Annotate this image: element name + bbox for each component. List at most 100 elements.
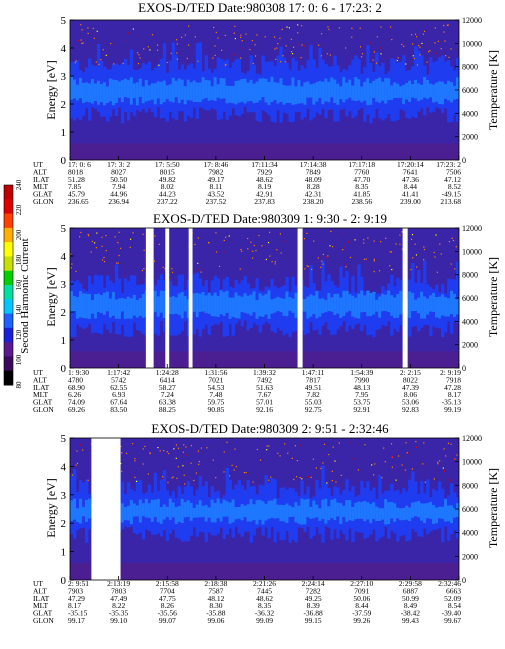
band-core-strip [294,86,298,105]
band-core-strip [327,81,331,103]
speckle-pixel [274,261,277,263]
speckle-pixel [176,477,178,479]
y-right-tick-label: 8000 [462,63,478,72]
speckle-pixel [132,28,135,30]
band-core-strip [120,297,125,312]
band-core-strip [285,291,289,317]
speckle-pixel [182,465,184,467]
speckle-pixel [456,454,458,456]
ephemeris-cell: 17: 0: 6 [68,160,91,169]
ephemeris-cell: 50.50 [110,175,127,184]
band-core-strip [357,501,361,519]
band-core-strip [240,503,244,521]
ephemeris-cell: 17: 8:46 [203,160,228,169]
speckle-pixel [254,44,256,46]
speckle-pixel [240,249,242,251]
colorbar-frame [3,184,14,386]
speckle-pixel [373,260,375,262]
band-core-strip [354,502,358,520]
band-core-strip [324,498,328,524]
speckle-pixel [175,444,178,446]
speckle-pixel [110,42,112,45]
ephemeris-cell: 92.83 [402,405,419,414]
band-outer-strip [456,497,460,539]
speckle-pixel [224,64,226,66]
speckle-pixel [259,459,262,461]
speckle-pixel [186,57,188,60]
band-core-strip [123,78,128,98]
band-core-strip [396,294,400,318]
ephemeris-cell: 7492 [257,375,272,384]
band-core-strip [201,77,206,100]
low-energy-region [70,562,459,580]
speckle-pixel [373,258,375,260]
band-core-strip [357,293,361,319]
ephemeris-cell: 8.44 [404,182,417,191]
ephemeris-cell: 47.36 [402,175,419,184]
speckle-pixel [448,241,451,243]
speckle-pixel [404,469,406,471]
speckle-pixel [391,38,393,41]
ephemeris-row-label: UT [33,579,43,588]
band-core-strip [348,294,352,311]
ephemeris-cell: 7.94 [112,182,125,191]
band-outer-strip [402,55,406,111]
speckle-pixel [87,32,89,35]
band-core-strip [351,85,355,101]
speckle-pixel [453,458,455,460]
speckle-pixel [176,39,178,41]
band-core-strip [99,295,104,314]
band-core-strip [240,296,244,313]
speckle-pixel [149,452,151,454]
ephemeris-cell: -35.56 [158,609,178,618]
band-core-strip [318,80,322,99]
band-outer-strip [198,42,203,108]
ephemeris-cell: 7587 [208,586,223,595]
ephemeris-cell: 49.25 [305,594,322,603]
speckle-pixel [234,37,236,40]
speckle-pixel [445,55,447,57]
speckle-pixel [151,34,154,36]
y-right-tick-label: 4000 [462,529,478,538]
y-right-tick-label: 2000 [462,341,478,350]
band-core-strip [102,82,107,106]
band-core-strip [252,83,256,104]
ephemeris-cell: 1:39:32 [253,368,276,377]
speckle-pixel [439,243,441,245]
speckle-pixel [183,444,185,446]
band-core-strip [426,503,430,519]
speckle-pixel [274,263,276,265]
band-core-strip [78,77,83,99]
band-core-strip [339,86,343,100]
band-core-strip [246,295,250,314]
y-tick-label: 0 [61,363,67,375]
band-outer-strip [378,475,382,539]
band-core-strip [75,84,80,101]
speckle-pixel [396,59,399,62]
speckle-pixel [416,266,418,268]
band-outer-strip [231,62,235,109]
y-tick-label: 0 [61,155,67,167]
speckle-pixel [288,27,290,29]
speckle-pixel [373,474,375,476]
speckle-pixel [197,450,200,452]
band-core-strip [231,499,235,523]
ephemeris-cell: 99.19 [444,405,461,414]
ephemeris-cell: 2:29:58 [399,579,422,588]
speckle-pixel [90,251,92,253]
band-core-strip [408,80,412,102]
band-core-strip [273,82,277,101]
panel-2-spectrogram [70,228,460,368]
speckle-pixel [286,26,288,28]
speckle-pixel [423,442,425,444]
speckle-pixel [105,234,107,237]
band-core-strip [285,503,289,524]
speckle-pixel [331,470,333,472]
speckle-pixel [401,43,403,46]
ephemeris-cell: 17:14:38 [300,160,327,169]
speckle-pixel [114,41,117,44]
speckle-pixel [206,447,208,449]
panel-1-ylabel: Energy [eV] [44,60,58,119]
ephemeris-cell: 47.29 [68,594,85,603]
speckle-pixel [239,268,241,270]
